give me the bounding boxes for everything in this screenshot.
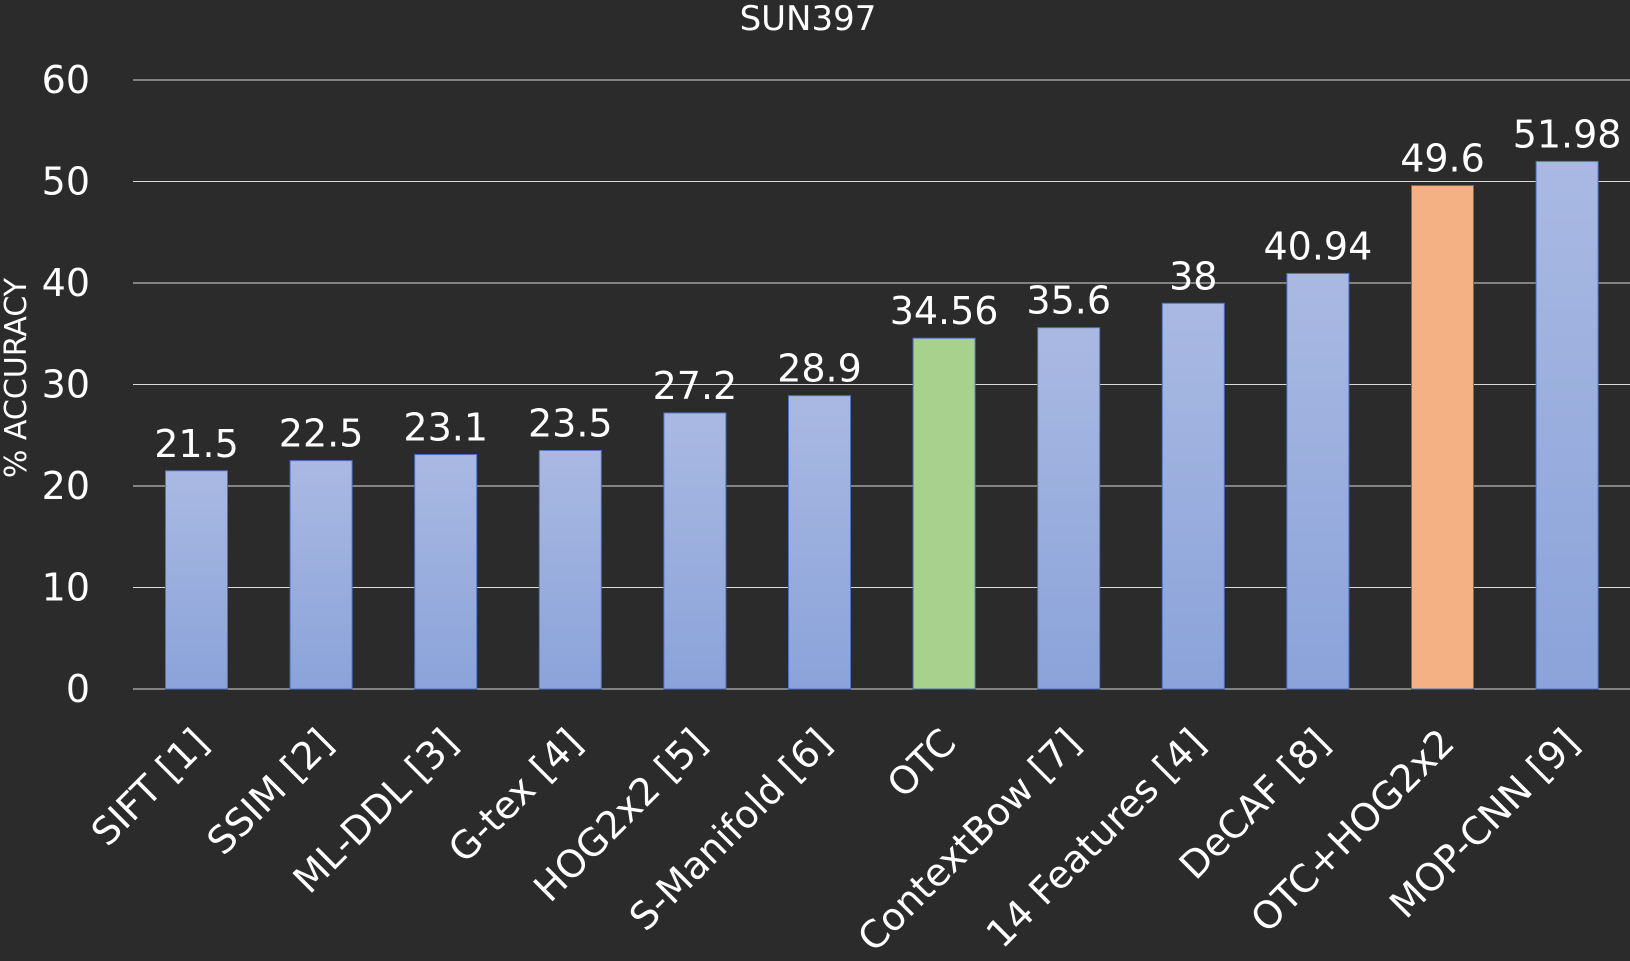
bar xyxy=(414,454,478,690)
grid-lines xyxy=(133,79,1630,690)
data-label: 34.56 xyxy=(890,289,999,333)
bars xyxy=(165,160,1599,690)
bar xyxy=(1535,160,1599,690)
data-label: 23.5 xyxy=(528,401,613,445)
y-axis-ticks: 0 10 20 30 40 50 60 xyxy=(42,58,90,711)
bar xyxy=(289,460,353,690)
bar xyxy=(1161,302,1225,690)
bar xyxy=(165,470,228,690)
y-tick-label: 40 xyxy=(42,261,90,305)
data-label: 38 xyxy=(1169,254,1217,298)
chart-title: SUN397 xyxy=(740,0,877,39)
bar xyxy=(912,337,976,690)
x-axis-categories: SIFT [1]SSIM [2]ML-DDL [3]G-tex [4]HOG2x… xyxy=(83,720,1588,960)
data-label: 49.6 xyxy=(1400,137,1485,181)
data-labels: 21.5 22.5 23.1 23.5 27.2 28.9 34.56 35.6 38 40.94… xyxy=(154,112,1621,465)
data-label: 23.1 xyxy=(403,406,488,450)
y-tick-label: 60 xyxy=(42,58,90,102)
data-label: 22.5 xyxy=(279,412,364,456)
bar xyxy=(663,412,727,690)
data-label: 40.94 xyxy=(1264,224,1373,268)
data-label: 27.2 xyxy=(653,364,738,408)
bar xyxy=(538,449,602,690)
y-tick-label: 50 xyxy=(42,160,90,204)
bar xyxy=(1411,185,1474,690)
bar xyxy=(788,395,851,690)
y-tick-label: 20 xyxy=(42,464,90,508)
x-tick-label: SIFT [1] xyxy=(83,720,217,854)
y-axis-label: % ACCURACY xyxy=(0,277,34,478)
y-tick-label: 10 xyxy=(42,566,90,610)
data-label: 28.9 xyxy=(777,347,862,391)
data-label: 51.98 xyxy=(1513,112,1622,156)
bar xyxy=(1037,327,1101,690)
y-tick-label: 30 xyxy=(42,363,90,407)
x-tick-label: OTC xyxy=(879,720,965,806)
data-label: 35.6 xyxy=(1026,279,1111,323)
x-tick-label: 14 Features [4] xyxy=(978,720,1214,956)
x-tick-label: ContextBow [7] xyxy=(849,720,1089,960)
bar xyxy=(1286,272,1350,690)
data-label: 21.5 xyxy=(154,422,239,466)
y-tick-label: 0 xyxy=(66,667,90,711)
